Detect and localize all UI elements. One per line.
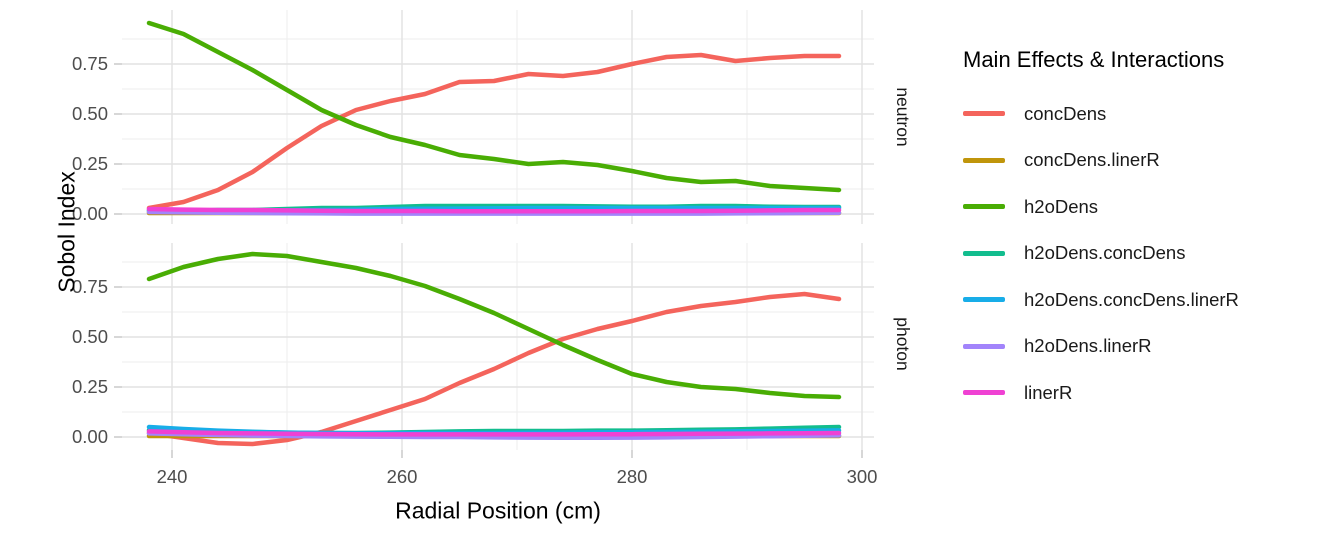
legend-item-h2oDens.concDens.linerR: h2oDens.concDens.linerR xyxy=(963,288,1333,311)
legend-key-line-h2oDens.concDens xyxy=(963,250,1005,256)
plot-area: 0.00 0.25 0.50 0.75 neutron 0.00 0.25 0.50 0.75 p… xyxy=(72,10,913,487)
series-line-photon-h2oDens xyxy=(146,251,842,400)
series-line-photon-concDens xyxy=(146,291,842,447)
x-tick-label: 240 xyxy=(157,466,188,487)
legend-item-h2oDens: h2oDens xyxy=(963,195,1333,218)
legend-item-h2oDens.linerR: h2oDens.linerR xyxy=(963,335,1333,358)
series-line-photon-linerR xyxy=(146,429,842,437)
facet-label-photon: photon xyxy=(893,317,913,371)
x-tick-label: 300 xyxy=(847,466,878,487)
legend-label: h2oDens.concDens xyxy=(1024,242,1186,263)
legend-label: h2oDens.linerR xyxy=(1024,335,1152,356)
x-tick-label: 260 xyxy=(387,466,418,487)
x-axis-title: Radial Position (cm) xyxy=(395,497,601,524)
legend-item-h2oDens.concDens: h2oDens.concDens xyxy=(963,242,1333,265)
series-line-neutron-concDens xyxy=(146,52,842,211)
legend-items: concDens concDens.linerR h2oDens h2oDens.co… xyxy=(963,102,1333,404)
legend-item-concDens.linerR: concDens.linerR xyxy=(963,149,1333,172)
y-axis-title: Sobol Index xyxy=(53,171,80,293)
x-tick-label: 280 xyxy=(617,466,648,487)
y-tick-label: 0.75 xyxy=(72,276,108,297)
legend-title: Main Effects & Interactions xyxy=(963,47,1225,72)
legend-item-linerR: linerR xyxy=(963,381,1333,404)
y-tick-label: 0.75 xyxy=(72,53,108,74)
legend-key-line-linerR xyxy=(963,390,1005,395)
facet-label-neutron: neutron xyxy=(893,87,913,146)
legend-label: h2oDens xyxy=(1024,195,1099,217)
y-tick-label: 0.00 xyxy=(72,426,108,447)
y-tick-label: 0.25 xyxy=(72,376,108,397)
legend-label: concDens.linerR xyxy=(1024,149,1160,170)
legend-key-line-concDens.linerR xyxy=(963,157,1005,163)
y-tick-label: 0.00 xyxy=(72,203,108,224)
series-line-neutron-h2oDens xyxy=(146,20,842,193)
legend-label: linerR xyxy=(1024,381,1073,403)
legend-key-line-concDens xyxy=(963,111,1005,116)
y-tick-label: 0.50 xyxy=(72,103,108,124)
legend-key-line-h2oDens xyxy=(963,204,1005,209)
legend-item-concDens: concDens xyxy=(963,102,1333,125)
legend-label: concDens xyxy=(1024,102,1107,124)
series-line-neutron-h2oDens.linerR xyxy=(146,209,842,216)
legend-key-line-h2oDens.linerR xyxy=(963,343,1005,349)
legend: Main Effects & Interactions concDens conc… xyxy=(963,46,1333,404)
legend-label: h2oDens.concDens.linerR xyxy=(1024,288,1239,310)
series-line-neutron-linerR xyxy=(146,206,842,214)
legend-key-line-h2oDens.concDens.linerR xyxy=(963,297,1005,302)
y-tick-label: 0.25 xyxy=(72,153,108,174)
y-tick-label: 0.50 xyxy=(72,326,108,347)
